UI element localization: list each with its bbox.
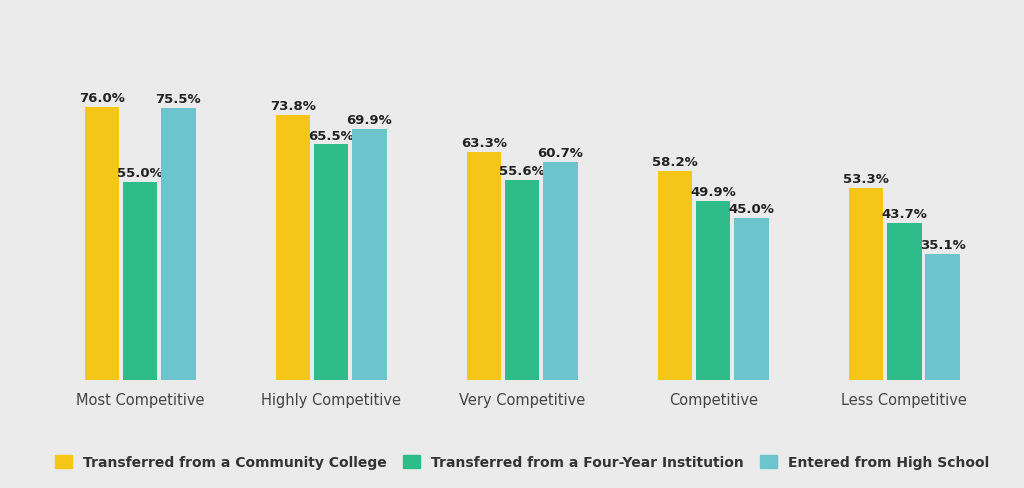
Bar [123,183,158,381]
Text: 65.5%: 65.5% [308,129,354,142]
Bar [352,129,387,381]
Bar [467,153,501,381]
Legend: Transferred from a Community College, Transferred from a Four-Year Institution, : Transferred from a Community College, Tr… [48,448,996,476]
Text: 58.2%: 58.2% [652,156,698,168]
Text: 60.7%: 60.7% [538,146,584,160]
Text: 45.0%: 45.0% [728,203,774,216]
Text: 53.3%: 53.3% [843,173,889,186]
Bar [314,145,348,381]
Text: 76.0%: 76.0% [79,92,125,104]
Bar [887,224,922,381]
Bar [275,115,310,381]
Bar [544,163,578,381]
Bar [696,201,730,381]
Bar [926,254,959,381]
Bar [849,189,884,381]
Text: 55.6%: 55.6% [500,165,545,178]
Text: 49.9%: 49.9% [690,185,736,198]
Bar [734,219,769,381]
Text: 75.5%: 75.5% [156,93,201,106]
Bar [657,171,692,381]
Bar [161,109,196,381]
Text: 35.1%: 35.1% [920,239,966,251]
Text: 73.8%: 73.8% [270,100,316,112]
Text: 69.9%: 69.9% [346,113,392,126]
Text: 55.0%: 55.0% [117,167,163,180]
Text: 43.7%: 43.7% [882,208,928,221]
Bar [85,107,119,381]
Text: 63.3%: 63.3% [461,137,507,150]
Bar [505,181,540,381]
